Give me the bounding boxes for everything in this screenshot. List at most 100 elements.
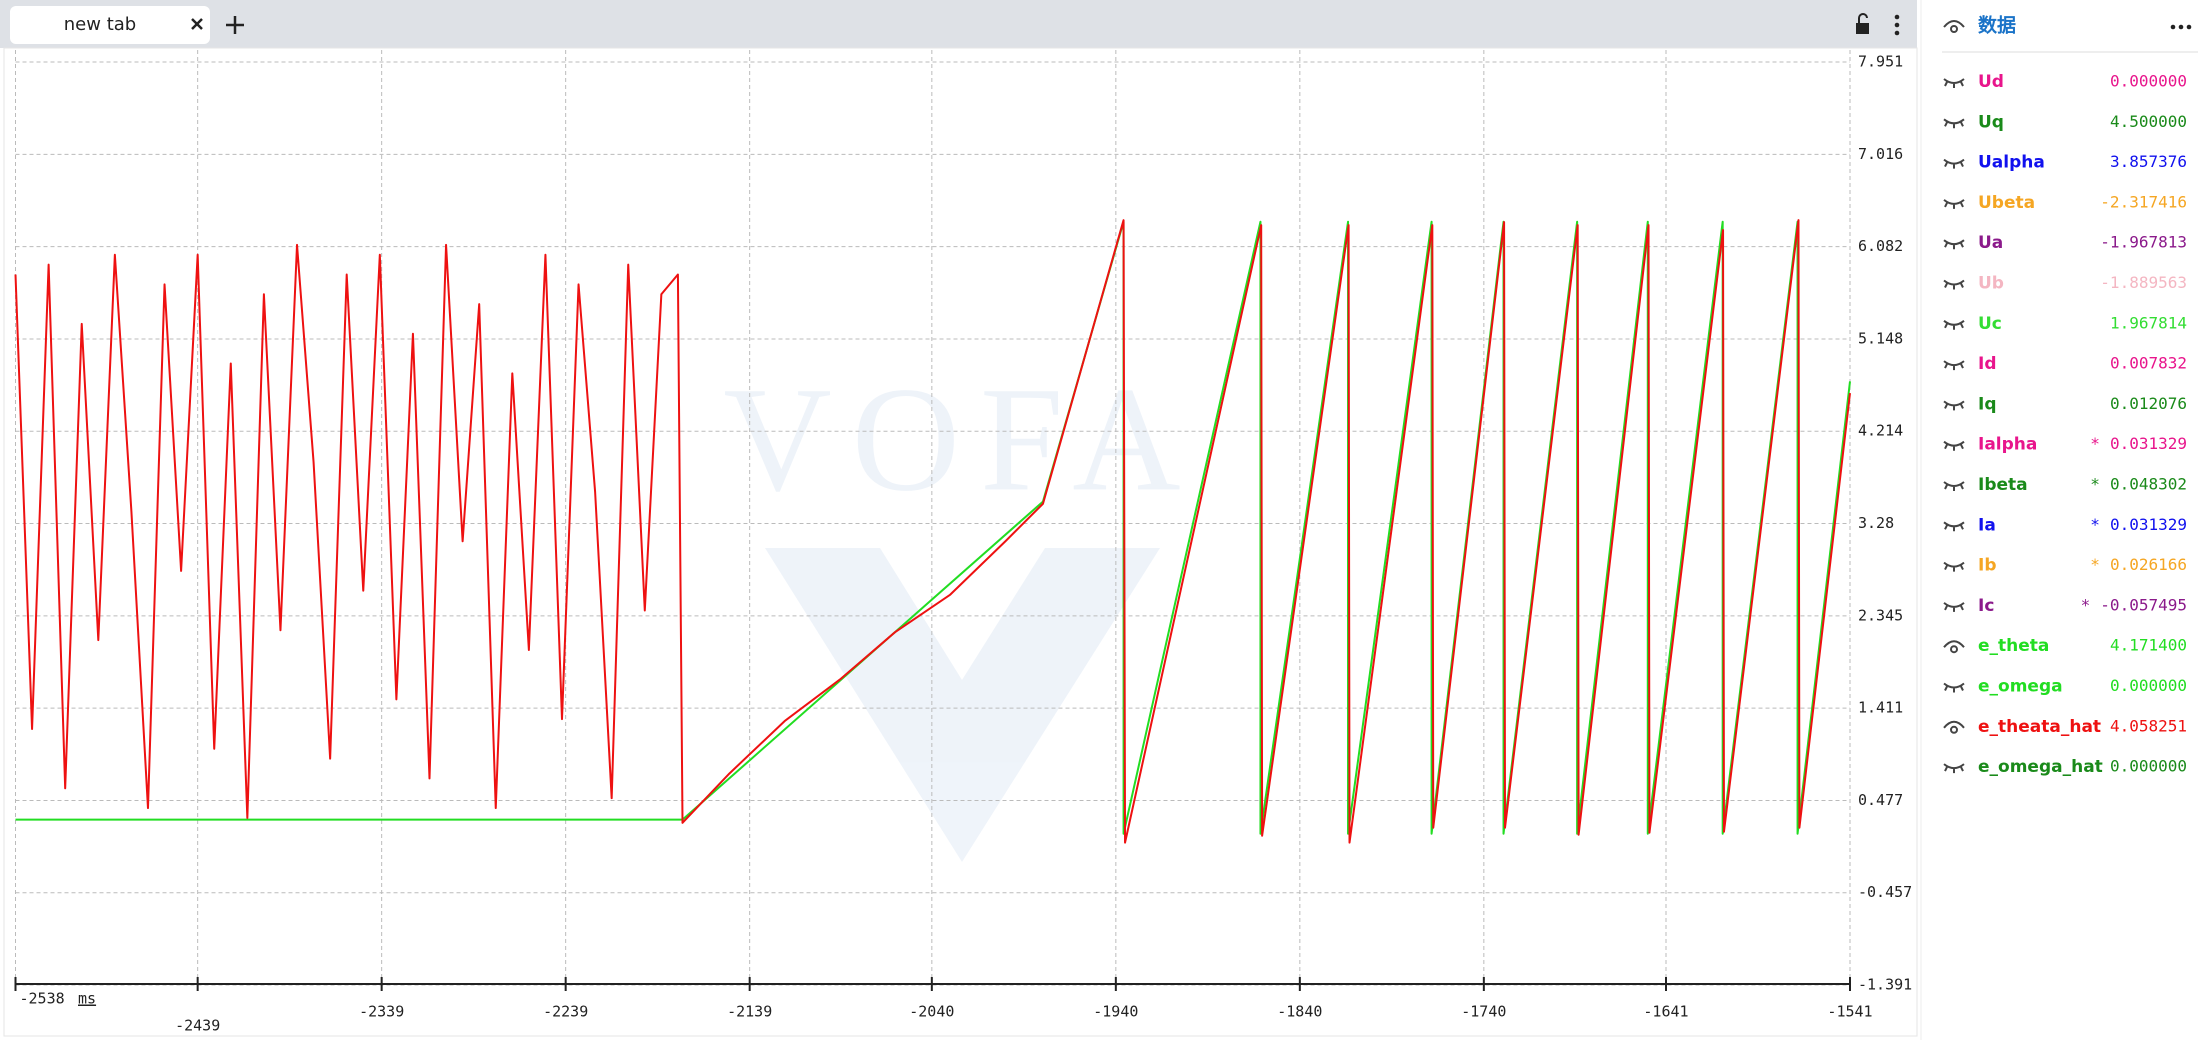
channel-row[interactable]: Uq 4.500000: [1943, 112, 2187, 133]
y-tick-label: 4.214: [1858, 422, 1903, 440]
y-tick-label: 0.477: [1858, 791, 1903, 809]
eye-closed-icon[interactable]: [1943, 319, 1965, 330]
channel-name: e_omega_hat: [1978, 757, 2103, 777]
tab-close[interactable]: [191, 18, 203, 30]
y-tick-label: -0.457: [1858, 883, 1912, 901]
channel-name: Ibeta: [1978, 475, 2028, 495]
tab[interactable]: [10, 6, 210, 44]
channel-row[interactable]: e_theata_hat 4.058251: [1943, 716, 2187, 737]
eye-closed-icon[interactable]: [1943, 279, 1965, 290]
series-line: [14, 219, 1851, 844]
channel-row[interactable]: Ud 0.000000: [1943, 72, 2187, 93]
channel-marker: *: [2081, 595, 2091, 614]
channel-row[interactable]: Id 0.007832: [1943, 354, 2187, 375]
channel-row[interactable]: Ubeta -2.317416: [1943, 192, 2187, 213]
eye-closed-icon[interactable]: [1943, 440, 1965, 451]
x-tick-label: -2040: [909, 1003, 954, 1021]
tab-bar: [0, 0, 1917, 48]
y-tick-label: 7.951: [1858, 53, 1903, 71]
eye-open-icon[interactable]: [1943, 640, 1965, 648]
eye-closed-icon[interactable]: [1943, 763, 1965, 774]
channel-value: 0.000000: [2110, 676, 2187, 695]
channel-marker: *: [2090, 434, 2100, 453]
channel-row[interactable]: e_theta 4.171400: [1943, 636, 2187, 657]
y-tick-label: 7.016: [1858, 145, 1903, 163]
eye-closed-icon[interactable]: [1943, 521, 1965, 532]
channel-name: Ic: [1978, 596, 1994, 616]
channel-marker: *: [2090, 515, 2100, 534]
channel-row[interactable]: Iq 0.012076: [1943, 394, 2187, 415]
eye-closed-icon[interactable]: [1943, 118, 1965, 129]
channel-row[interactable]: Ub -1.889563: [1943, 273, 2187, 294]
y-tick-label: 6.082: [1858, 237, 1903, 255]
channel-name: Ub: [1978, 274, 2004, 294]
channel-value: 4.058251: [2110, 716, 2187, 735]
x-tick-label: -2538: [20, 990, 65, 1008]
channel-list: Ud 0.000000 Uq 4.500000 Ualpha 3.857376 Ubeta -…: [1943, 72, 2187, 778]
eye-closed-icon[interactable]: [1943, 602, 1965, 612]
x-tick-label: -1940: [1093, 1003, 1138, 1021]
channel-row[interactable]: Ualpha 3.857376: [1943, 152, 2187, 173]
y-tick-label: 5.148: [1858, 329, 1903, 347]
eye-pupil: [1950, 725, 1958, 734]
channel-value: 0.000000: [2110, 72, 2187, 91]
eye-closed-icon[interactable]: [1943, 360, 1965, 371]
channel-name: e_omega: [1978, 677, 2063, 697]
channel-row[interactable]: Ic -0.057495 *: [1943, 595, 2187, 616]
channel-value: 3.857376: [2110, 152, 2187, 171]
channel-value: 0.012076: [2110, 394, 2187, 413]
panel-menu[interactable]: [2170, 24, 2192, 30]
channel-row[interactable]: e_omega_hat 0.000000: [1943, 757, 2187, 778]
new-tab-button[interactable]: [226, 16, 244, 34]
tab-title: new tab: [64, 14, 136, 35]
eye-closed-icon[interactable]: [1943, 682, 1965, 693]
channel-name: Id: [1978, 354, 1997, 374]
y-tick-label: 2.345: [1858, 606, 1903, 624]
eye-pupil: [1950, 645, 1958, 654]
channel-name: Uc: [1978, 314, 2002, 334]
eye-closed-icon[interactable]: [1943, 78, 1965, 88]
x-tick-label: -2239: [543, 1003, 588, 1021]
channel-name: Uq: [1978, 112, 2004, 132]
eye-closed-icon[interactable]: [1943, 158, 1965, 169]
lock-icon[interactable]: [1856, 13, 1869, 34]
x-tick-label: -2139: [727, 1003, 772, 1021]
eye-closed-icon[interactable]: [1943, 561, 1965, 572]
channel-value: 4.500000: [2110, 112, 2187, 131]
channel-marker: *: [2090, 475, 2100, 494]
panel-eye-icon[interactable]: [1943, 20, 1965, 33]
y-tick-label: 3.28: [1858, 514, 1894, 532]
channel-value: 4.171400: [2110, 636, 2187, 655]
eye-closed-icon[interactable]: [1943, 199, 1965, 209]
channel-row[interactable]: Ibeta 0.048302 *: [1943, 475, 2187, 496]
channel-value: 1.967814: [2110, 313, 2187, 332]
channel-row[interactable]: Uc 1.967814: [1943, 313, 2187, 334]
channel-row[interactable]: e_omega 0.000000: [1943, 676, 2187, 697]
channel-marker: *: [2090, 555, 2100, 574]
channel-row[interactable]: Ialpha 0.031329 *: [1943, 434, 2187, 455]
channel-name: e_theta: [1978, 636, 2049, 656]
channel-name: Iq: [1978, 394, 1997, 414]
eye-open-icon[interactable]: [1943, 720, 1965, 729]
channel-value: 0.031329: [2110, 434, 2187, 453]
channel-value: -2.317416: [2100, 192, 2187, 211]
channel-row[interactable]: Ua -1.967813: [1943, 233, 2187, 254]
channel-row[interactable]: Ib 0.026166 *: [1943, 555, 2187, 576]
channel-value: -1.889563: [2100, 273, 2187, 292]
watermark: VOFA: [723, 356, 1181, 862]
channel-name: Ualpha: [1978, 153, 2045, 173]
channel-name: Ua: [1978, 233, 2003, 253]
eye-closed-icon[interactable]: [1943, 400, 1965, 411]
plot: 7.951 7.016 6.082 5.148 4.214 3.28 2.345 1.411 0…: [14, 50, 1912, 1035]
x-tick-label: -1641: [1643, 1003, 1688, 1021]
channel-name: Ubeta: [1978, 193, 2035, 213]
eye-closed-icon[interactable]: [1943, 481, 1965, 491]
channel-row[interactable]: Ia 0.031329 *: [1943, 515, 2187, 536]
eye-closed-icon[interactable]: [1943, 239, 1965, 250]
x-tick-label: -1541: [1827, 1003, 1872, 1021]
channel-value: 0.031329: [2110, 515, 2187, 534]
menu-icon[interactable]: [1894, 14, 1900, 36]
channel-value: -1.967813: [2100, 233, 2187, 252]
